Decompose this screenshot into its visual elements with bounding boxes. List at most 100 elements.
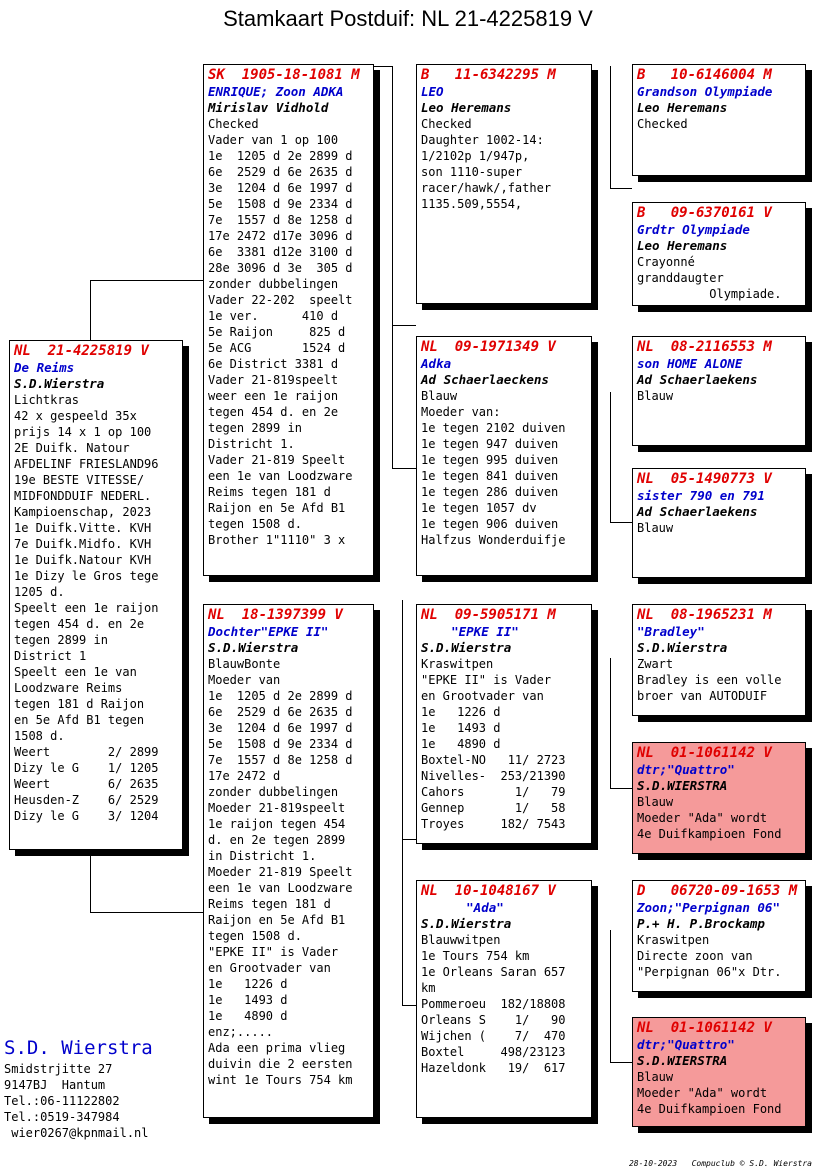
info-line: 28e 3096 d 3e 305 d xyxy=(208,261,353,275)
pigeon-card-father: SK 1905-18-1081 M ENRIQUE; Zoon ADKA Miris… xyxy=(203,64,374,576)
info-line: Blauw xyxy=(637,795,674,809)
connector xyxy=(610,392,611,522)
info-line: Boxtel 498/23123 xyxy=(421,1045,566,1059)
info-line: 1e tegen 1057 dv xyxy=(421,501,537,515)
breeder-name: S.D.Wierstra xyxy=(637,640,728,655)
breeder-name: S.D.WIERSTRA xyxy=(637,1053,728,1068)
info-line: zonder dubbelingen xyxy=(208,277,339,291)
info-line: Crayonné xyxy=(637,255,695,269)
connector xyxy=(90,280,204,281)
owner-phone: Tel.:0519-347984 xyxy=(4,1110,120,1124)
ring-number: NL 05-1490773 V xyxy=(637,471,772,487)
info-line: 2E Duifk. Natour xyxy=(14,441,130,455)
info-line: Moeder van xyxy=(208,673,281,687)
info-line: 1e 1493 d xyxy=(208,993,288,1007)
info-line: Gennep 1/ 58 xyxy=(421,801,566,815)
info-line: en Grootvader van xyxy=(421,689,544,703)
info-line: 17e 2472 d xyxy=(208,769,281,783)
pigeon-card-mother: NL 18-1397399 V Dochter"EPKE II" S.D.Wiers… xyxy=(203,604,374,1118)
info-line: Blauw xyxy=(637,389,674,403)
info-line: 1e Orleans Saran 657 xyxy=(421,965,566,979)
owner-email: wier0267@kpnmail.nl xyxy=(4,1126,149,1140)
pigeon-name: LEO xyxy=(421,84,444,99)
info-line: 1e raijon tegen 454 xyxy=(208,817,346,831)
info-line: tegen 1508 d. xyxy=(208,517,302,531)
info-line: 5e 1508 d 9e 2334 d xyxy=(208,737,353,751)
info-line: een 1e van Loodzware xyxy=(208,469,353,483)
connector xyxy=(392,66,393,468)
ring-number: NL 01-1061142 V xyxy=(637,1020,772,1036)
info-line: enz;..... xyxy=(208,1025,274,1039)
info-line: 1508 d. xyxy=(14,729,65,743)
pigeon-card-fff: B 10-6146004 M Grandson Olympiade Leo Here… xyxy=(632,64,806,176)
pigeon-name: Grdtr Olympiade xyxy=(637,222,750,237)
info-line: "Perpignan 06"x Dtr. xyxy=(637,965,782,979)
info-line: zonder dubbelingen xyxy=(208,785,339,799)
info-line: Blauw xyxy=(637,521,674,535)
info-line: AFDELINF FRIESLAND96 xyxy=(14,457,159,471)
info-line: 1e 1226 d xyxy=(208,977,288,991)
info-line: 17e 2472 d17e 3096 d xyxy=(208,229,353,243)
info-line: 5e Raijon 825 d xyxy=(208,325,346,339)
info-line: een 1e van Loodzware xyxy=(208,881,353,895)
pigeon-card-mf: NL 09-5905171 M "EPKE II" S.D.Wierstra Kra… xyxy=(416,604,592,844)
info-line: 6e 2529 d 6e 2635 d xyxy=(208,705,353,719)
info-line: Brother 1"1110" 3 x xyxy=(208,533,346,547)
info-line: Speelt een 1e van xyxy=(14,665,137,679)
info-line: Weert 6/ 2635 xyxy=(14,777,159,791)
info-line: Moeder 21-819 Speelt xyxy=(208,865,353,879)
info-line: Boxtel-NO 11/ 2723 xyxy=(421,753,566,767)
pigeon-card-mff: NL 08-1965231 M "Bradley" S.D.Wierstra Zwar… xyxy=(632,604,806,716)
info-line: 1e tegen 841 duiven xyxy=(421,469,559,483)
info-line: 1135.509,5554, xyxy=(421,197,523,211)
info-line: 1e Tours 754 km xyxy=(421,949,530,963)
info-line: 1e 1205 d 2e 2899 d xyxy=(208,149,353,163)
ring-number: NL 09-5905171 M xyxy=(421,607,556,623)
info-line: 6e 3381 d12e 3100 d xyxy=(208,245,353,259)
info-line: 1e tegen 995 duiven xyxy=(421,453,559,467)
pigeon-name: De Reims xyxy=(14,360,75,375)
info-line: Vader 22-202 speelt xyxy=(208,293,353,307)
info-line: "EPKE II" is Vader xyxy=(421,673,552,687)
info-line: Troyes 182/ 7543 xyxy=(421,817,566,831)
info-line: 1e tegen 906 duiven xyxy=(421,517,559,531)
info-line: 1e 4890 d xyxy=(421,737,501,751)
ring-number: NL 18-1397399 V xyxy=(208,607,343,623)
info-line: Moeder "Ada" wordt xyxy=(637,811,768,825)
connector xyxy=(402,839,416,840)
info-line: 5e ACG 1524 d xyxy=(208,341,346,355)
info-line: in Districht 1. xyxy=(208,849,317,863)
info-line: Bradley is een volle xyxy=(637,673,782,687)
info-line: 19e BESTE VITESSE/ xyxy=(14,473,145,487)
info-line: Wijchen ( 7/ 470 xyxy=(421,1029,566,1043)
pigeon-card-ff: B 11-6342295 M LEO Leo Heremans Checked Daug… xyxy=(416,64,592,304)
connector xyxy=(610,1062,632,1063)
ring-number: SK 1905-18-1081 M xyxy=(208,67,360,83)
info-line: Directe zoon van xyxy=(637,949,753,963)
connector xyxy=(90,850,91,912)
info-line: Daughter 1002-14: xyxy=(421,133,544,147)
owner-postal: 9147BJ Hantum xyxy=(4,1078,106,1092)
connector xyxy=(374,66,392,67)
breeder-name: Ad Schaerlaekens xyxy=(637,504,758,519)
info-line: d. en 2e tegen 2899 xyxy=(208,833,346,847)
breeder-name: Leo Heremans xyxy=(637,238,728,253)
owner-address: Smidstrjitte 27 xyxy=(4,1062,113,1076)
pigeon-name: "Ada" xyxy=(421,900,504,915)
info-line: Raijon en 5e Afd B1 xyxy=(208,913,346,927)
connector xyxy=(610,788,632,789)
info-line: Checked xyxy=(421,117,472,131)
breeder-name: Mirislav Vidhold xyxy=(208,100,329,115)
connector xyxy=(610,930,611,1062)
info-line: MIDFONDDUIF NEDERL. xyxy=(14,489,152,503)
info-line: 7e 1557 d 8e 1258 d xyxy=(208,753,353,767)
info-line: tegen 1508 d. xyxy=(208,929,302,943)
breeder-name: S.D.Wierstra xyxy=(14,376,105,391)
pigeon-card-mmf: D 06720-09-1653 M Zoon;"Perpignan 06" P.+ … xyxy=(632,880,806,992)
info-line: Moeder van: xyxy=(421,405,501,419)
info-line: en 5e Afd B1 tegen xyxy=(14,713,145,727)
info-line: Dizy le G 1/ 1205 xyxy=(14,761,159,775)
info-line: son 1110-super xyxy=(421,165,523,179)
info-line: Orleans S 1/ 90 xyxy=(421,1013,566,1027)
